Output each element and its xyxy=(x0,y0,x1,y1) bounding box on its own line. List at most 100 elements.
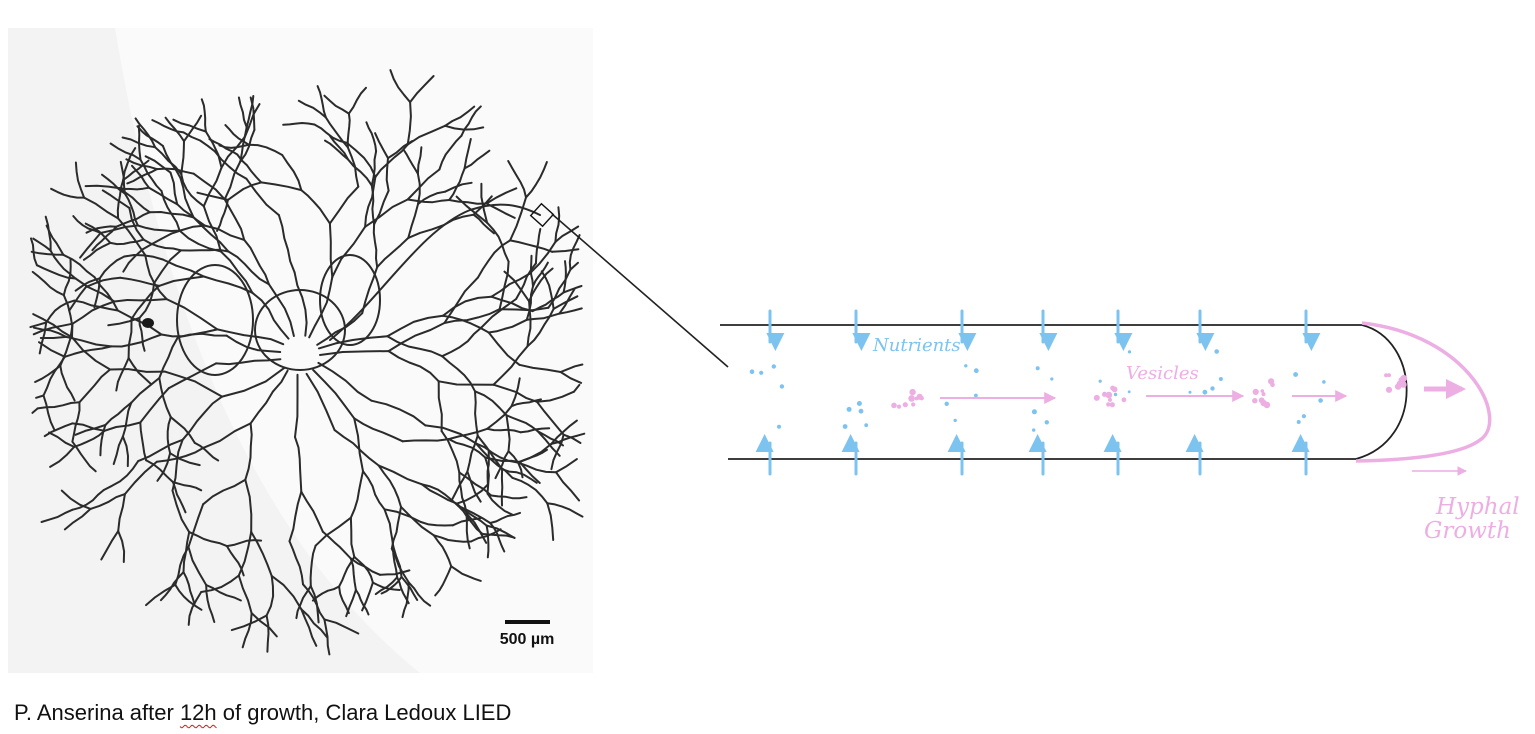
hypha-branch xyxy=(74,424,107,436)
hypha-branch xyxy=(176,264,254,376)
hypha-branch xyxy=(558,287,576,315)
hypha-branch xyxy=(109,142,142,161)
vesicle xyxy=(1093,394,1100,401)
hypha-branch xyxy=(365,121,378,153)
hypha-branch xyxy=(200,574,240,593)
hypha-branch xyxy=(407,203,419,239)
hypha-branch xyxy=(536,430,564,447)
hypha-branch xyxy=(244,478,253,533)
hypha-branch xyxy=(204,130,223,169)
hypha-branch xyxy=(49,445,76,468)
nutrient-particle xyxy=(953,418,957,423)
hypha-branch xyxy=(254,289,346,371)
nutrient-particle xyxy=(864,423,869,428)
hypha-branch xyxy=(155,446,205,463)
nutrient-particle xyxy=(1035,366,1040,371)
hypha-branch xyxy=(347,158,373,187)
hypha-branch xyxy=(387,350,440,383)
micrograph-panel: 500 µm xyxy=(8,28,593,673)
hypha-branch xyxy=(316,85,327,119)
hypha-branch xyxy=(243,238,270,286)
hypha-branch xyxy=(130,377,161,404)
hypha-branch xyxy=(281,154,303,192)
nutrient-particle xyxy=(1031,409,1037,415)
hypha-branch xyxy=(490,494,528,500)
vesicle xyxy=(1384,373,1389,378)
hypha-branch xyxy=(118,187,151,214)
hypha-branch xyxy=(288,490,303,543)
hypha-branch xyxy=(362,470,386,511)
nutrient-particle xyxy=(1210,386,1215,391)
hypha-branch xyxy=(85,276,122,288)
hypha-branch xyxy=(447,438,487,459)
vesicle xyxy=(1121,397,1127,403)
hypha-branch xyxy=(345,141,377,178)
hypha-branch xyxy=(319,350,390,356)
hypha-branch xyxy=(416,146,423,175)
hypha-branch xyxy=(187,503,205,548)
hypha-branch xyxy=(374,132,389,160)
hypha-branch xyxy=(32,326,68,338)
hypha-branch xyxy=(104,401,133,426)
hypha-branch xyxy=(225,539,263,548)
hypha-branch xyxy=(167,362,218,390)
hypha-branch xyxy=(227,250,270,286)
hypha-branch xyxy=(409,75,435,104)
hypha-branch xyxy=(36,401,81,410)
hypha-branch xyxy=(407,581,432,607)
nutrient-particle xyxy=(1044,420,1050,425)
hypha-branch xyxy=(450,470,469,502)
hypha-branch xyxy=(116,179,125,220)
hypha-branch xyxy=(569,261,579,271)
vesicle xyxy=(908,395,915,402)
hypha-branch xyxy=(200,98,207,133)
hypha-branch xyxy=(119,276,161,287)
hypha-branch xyxy=(65,335,113,348)
hyphal-tip xyxy=(1355,324,1408,460)
hypha-branch xyxy=(338,585,350,615)
hypha-branch xyxy=(155,167,195,175)
hypha-branch xyxy=(559,363,584,373)
hypha-branch xyxy=(145,459,174,484)
hypha-branch xyxy=(385,157,390,192)
hypha-branch xyxy=(476,434,504,471)
hypha-branch xyxy=(376,236,410,269)
hypha-branch xyxy=(505,414,511,453)
hypha-branch xyxy=(172,118,207,133)
hypha-branch xyxy=(236,153,263,184)
hypha-branch xyxy=(219,250,254,294)
hypha-branch xyxy=(83,196,120,220)
hypha-branch xyxy=(437,380,443,433)
nutrient-particle xyxy=(1113,392,1118,397)
nutrient-particle xyxy=(1214,349,1219,354)
hypha-branch xyxy=(202,275,254,294)
hypha-branch xyxy=(406,124,447,146)
hypha-branch xyxy=(370,150,378,187)
hypha-branch xyxy=(247,143,284,156)
hypha-branch xyxy=(109,238,145,246)
hypha-branch xyxy=(91,225,118,252)
vesicle xyxy=(896,404,902,409)
nutrient-particle xyxy=(1296,420,1301,424)
hypha-branch xyxy=(441,295,493,317)
nutrient-particle xyxy=(1032,428,1036,432)
hypha-branch xyxy=(386,335,444,358)
hypha-branch xyxy=(402,149,419,175)
hypha-branch xyxy=(63,345,113,358)
hypha-branch xyxy=(138,317,146,352)
vesicle xyxy=(1400,374,1408,382)
hypha-branch xyxy=(127,357,153,386)
hypha-branch xyxy=(136,125,164,147)
hypha-branch xyxy=(494,450,510,480)
hypha-branch xyxy=(166,416,172,455)
hypha-branch xyxy=(525,285,534,321)
hypha-branch xyxy=(364,176,377,228)
hypha-branch xyxy=(288,540,304,586)
nutrients-label: Nutrients xyxy=(872,335,961,356)
hypha-branch xyxy=(486,450,490,486)
hypha-branch xyxy=(221,366,286,398)
hypha-branch xyxy=(485,187,518,205)
hypha-branch xyxy=(387,322,446,353)
hypha-branch xyxy=(42,394,56,432)
zoom-box xyxy=(529,202,555,228)
